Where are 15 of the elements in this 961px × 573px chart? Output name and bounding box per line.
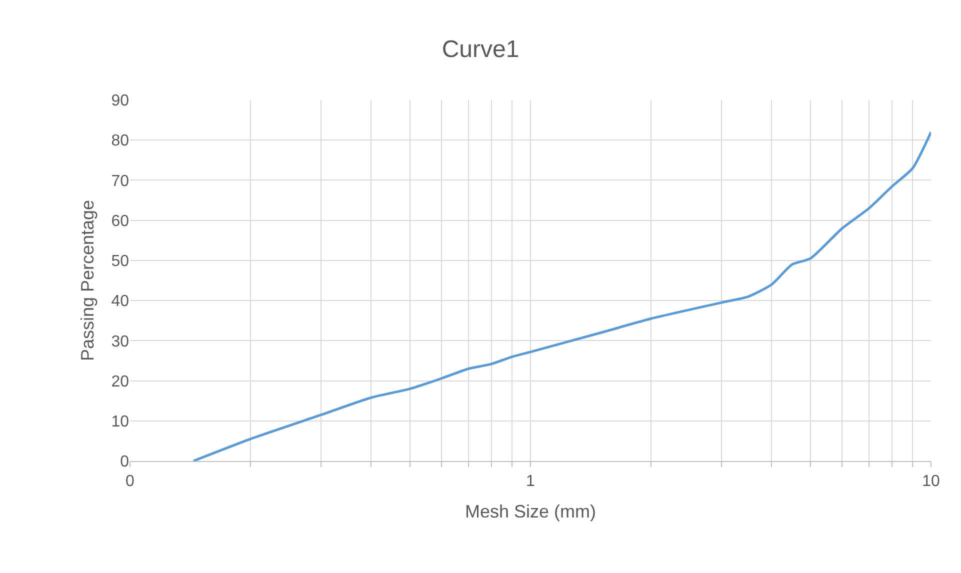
x-axis-title: Mesh Size (mm) <box>464 501 596 522</box>
y-tick-label: 20 <box>111 373 130 390</box>
y-tick-label: 10 <box>111 413 130 430</box>
x-tick-label: 10 <box>922 473 940 490</box>
y-tick-label: 90 <box>111 92 130 110</box>
y-tick-label: 30 <box>111 333 130 350</box>
y-tick-label: 60 <box>111 212 130 230</box>
y-tick-label: 50 <box>111 253 130 270</box>
y-tick-label: 0 <box>120 454 130 471</box>
y-tick-label: 80 <box>111 132 130 150</box>
chart-title: Curve1 <box>442 36 520 63</box>
y-tick-label: 40 <box>111 293 130 310</box>
x-tick-label: 1 <box>526 473 536 490</box>
y-axis-title: Passing Percentage <box>77 200 98 362</box>
y-tick-label: 70 <box>111 172 130 190</box>
